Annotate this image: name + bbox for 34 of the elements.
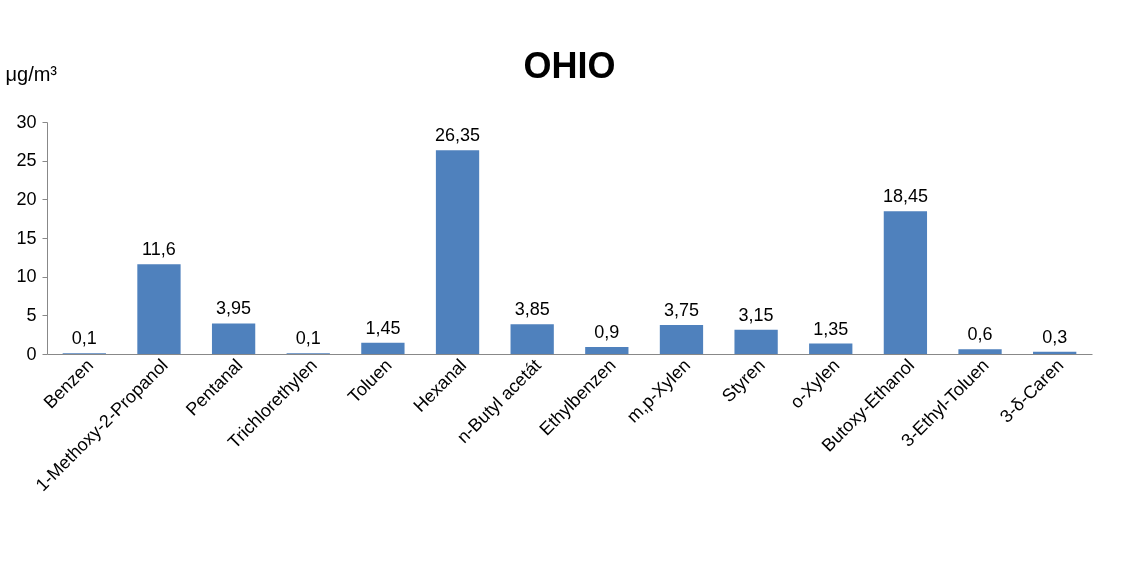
data-label: 0,1 [71,328,97,349]
bar [883,211,928,354]
bar [734,329,778,354]
bar [137,264,181,354]
bar [435,150,480,354]
bar [510,324,554,354]
bar [958,349,1002,354]
bar [809,343,853,354]
data-label: 18,45 [882,186,928,207]
y-tick-label: 10 [16,266,37,287]
data-label: 0,6 [967,324,993,345]
y-tick-label: 20 [16,188,37,209]
chart-title: OHIO [523,45,616,86]
data-label: 3,15 [738,304,774,325]
bar [211,323,256,354]
y-axis-title: μg/m³ [5,62,58,85]
bar [361,342,405,354]
y-tick-label: 25 [16,150,37,171]
data-label: 11,6 [142,239,176,260]
y-tick-label: 0 [26,343,37,364]
data-label: 0,1 [295,328,321,349]
y-tick-label: 5 [26,304,37,325]
data-label: 0,9 [594,322,620,343]
data-label: 1,35 [813,318,849,339]
data-label: 3,95 [216,298,252,319]
bar [659,325,704,354]
data-label: 26,35 [435,125,481,146]
bar [585,347,629,354]
data-label: 3,85 [514,299,550,320]
data-label: 0,3 [1042,326,1068,347]
y-tick-label: 30 [16,111,37,132]
y-tick-label: 15 [16,227,37,248]
data-label: 1,45 [365,317,401,338]
data-label: 3,75 [663,300,699,320]
